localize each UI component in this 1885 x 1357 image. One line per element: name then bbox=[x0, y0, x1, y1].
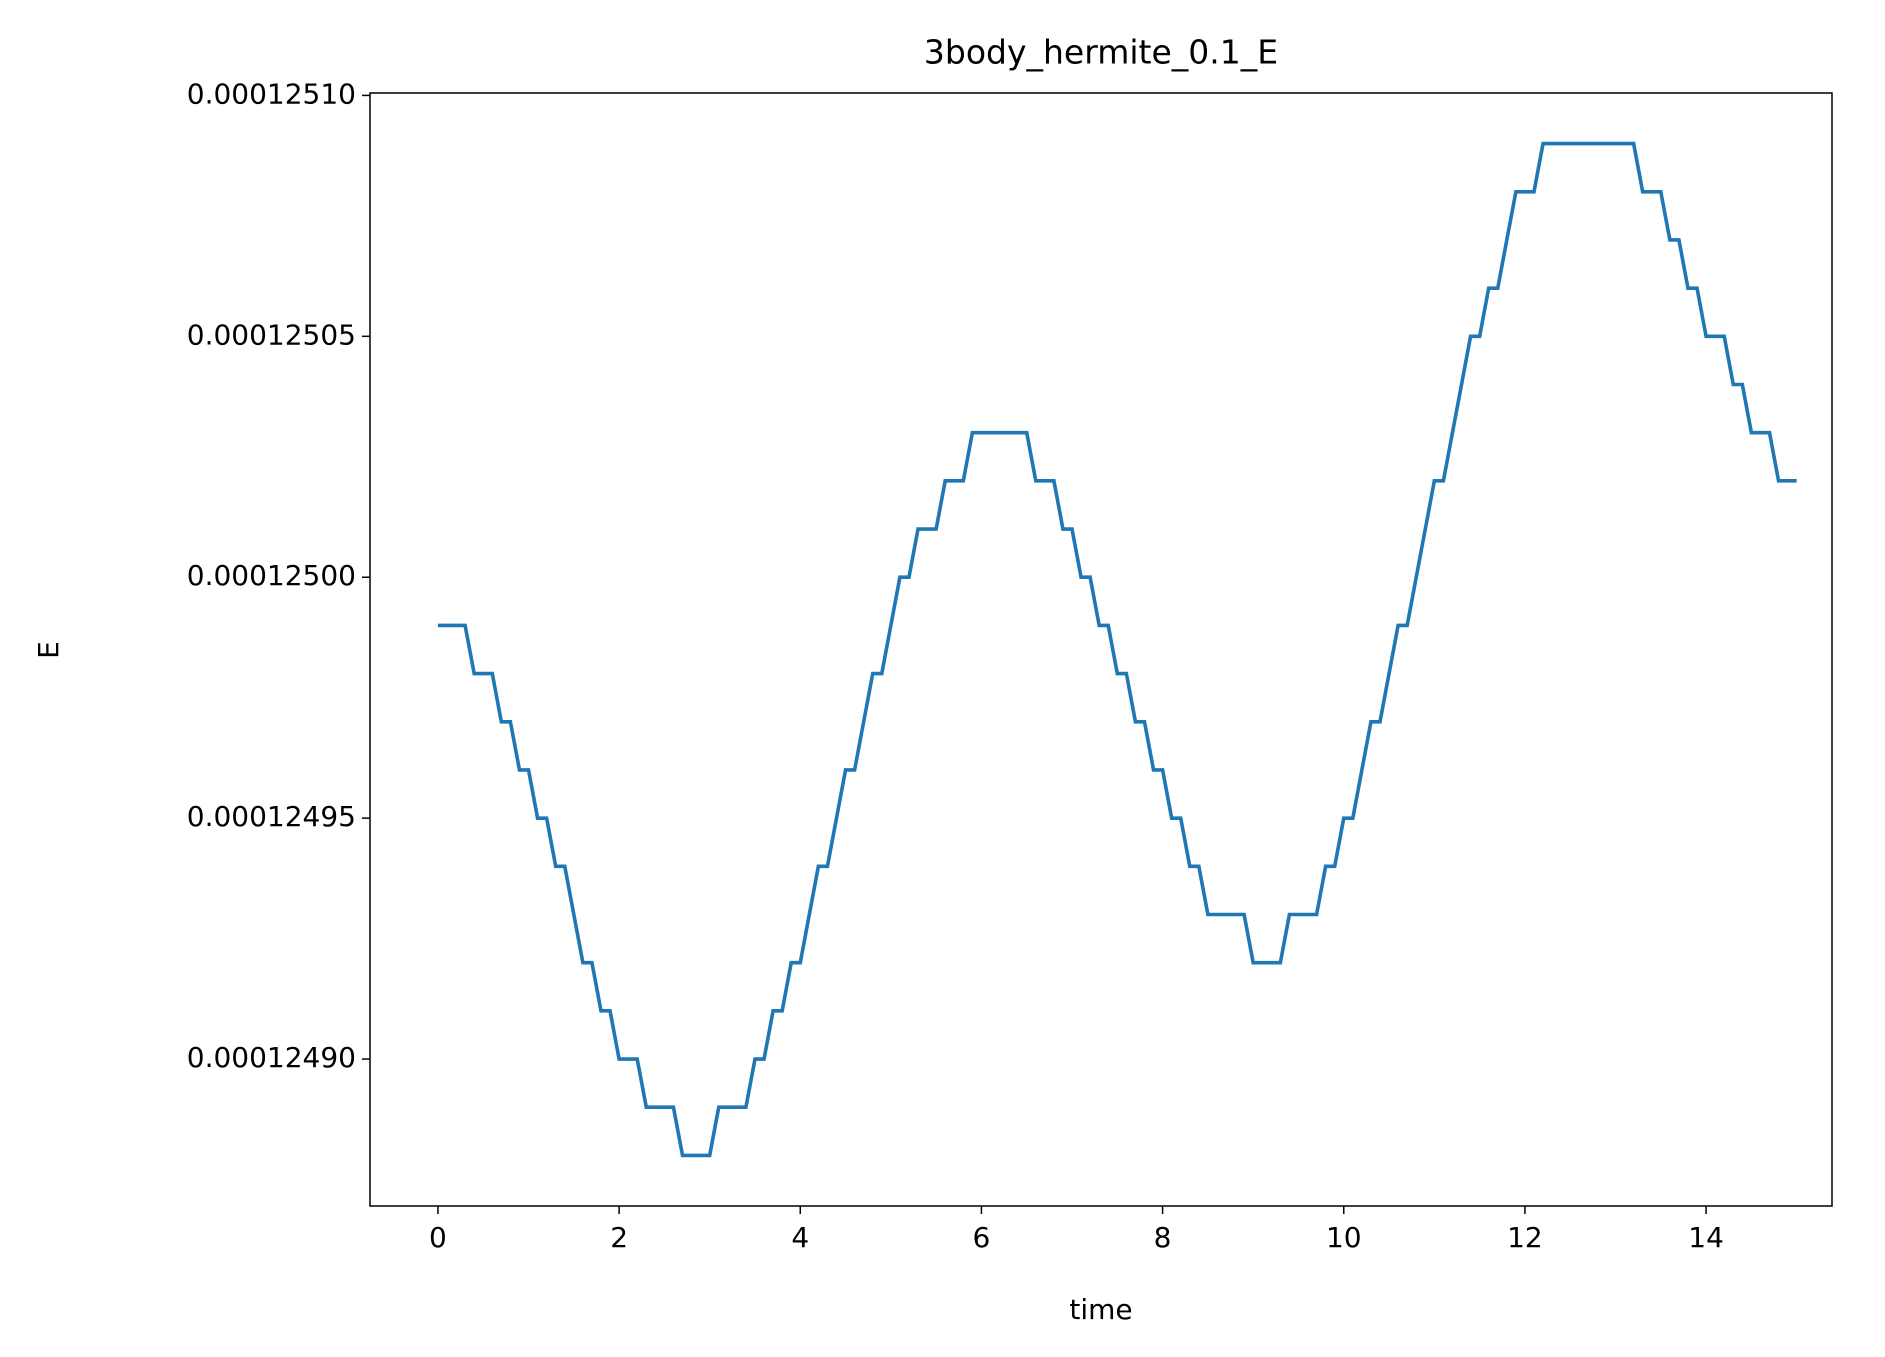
y-tick-label: 0.00012495 bbox=[187, 800, 356, 833]
y-tick-label: 0.00012510 bbox=[187, 77, 356, 110]
x-tick-label: 8 bbox=[1154, 1221, 1172, 1254]
x-tick-label: 0 bbox=[429, 1221, 447, 1254]
y-tick-label: 0.00012500 bbox=[187, 559, 356, 592]
x-axis-label: time bbox=[1069, 1293, 1132, 1326]
plot-frame bbox=[369, 92, 1833, 1207]
x-tick-label: 14 bbox=[1688, 1221, 1724, 1254]
data-line bbox=[437, 141, 1797, 1158]
x-tick-label: 4 bbox=[791, 1221, 809, 1254]
x-tick-label: 12 bbox=[1507, 1221, 1543, 1254]
chart-title: 3body_hermite_0.1_E bbox=[924, 33, 1278, 72]
y-tick-label: 0.00012505 bbox=[187, 318, 356, 351]
x-tick-label: 2 bbox=[610, 1221, 628, 1254]
y-axis-label: E bbox=[32, 641, 65, 659]
y-tick-label: 0.00012490 bbox=[187, 1041, 356, 1074]
x-tick-label: 10 bbox=[1326, 1221, 1362, 1254]
x-tick-label: 6 bbox=[973, 1221, 991, 1254]
